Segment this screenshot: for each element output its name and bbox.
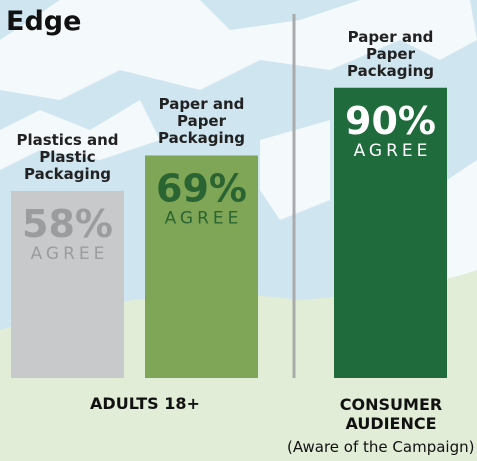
value-label: 58% (22, 202, 113, 246)
chart-title: Edge (6, 6, 82, 37)
group-label: CONSUMER AUDIENCE (339, 395, 443, 433)
bar-text: AGREE (31, 244, 109, 264)
category-label: Plastics and Plastic Packaging (16, 130, 119, 183)
map-shape (447, 160, 477, 300)
bar (334, 87, 447, 378)
bar-text: AGREE (354, 141, 432, 161)
bar (145, 155, 258, 378)
category-label: Paper and Paper Packaging (347, 27, 434, 80)
value-label: 90% (345, 99, 436, 143)
group-note: (Aware of the Campaign) (287, 438, 475, 456)
map-shape (0, 0, 477, 100)
bar (11, 190, 124, 378)
bar-text: AGREE (165, 208, 243, 228)
group-label: ADULTS 18+ (90, 394, 200, 413)
category-label: Paper and Paper Packaging (158, 95, 245, 148)
map-shape (0, 100, 160, 170)
value-label: 69% (156, 166, 247, 210)
